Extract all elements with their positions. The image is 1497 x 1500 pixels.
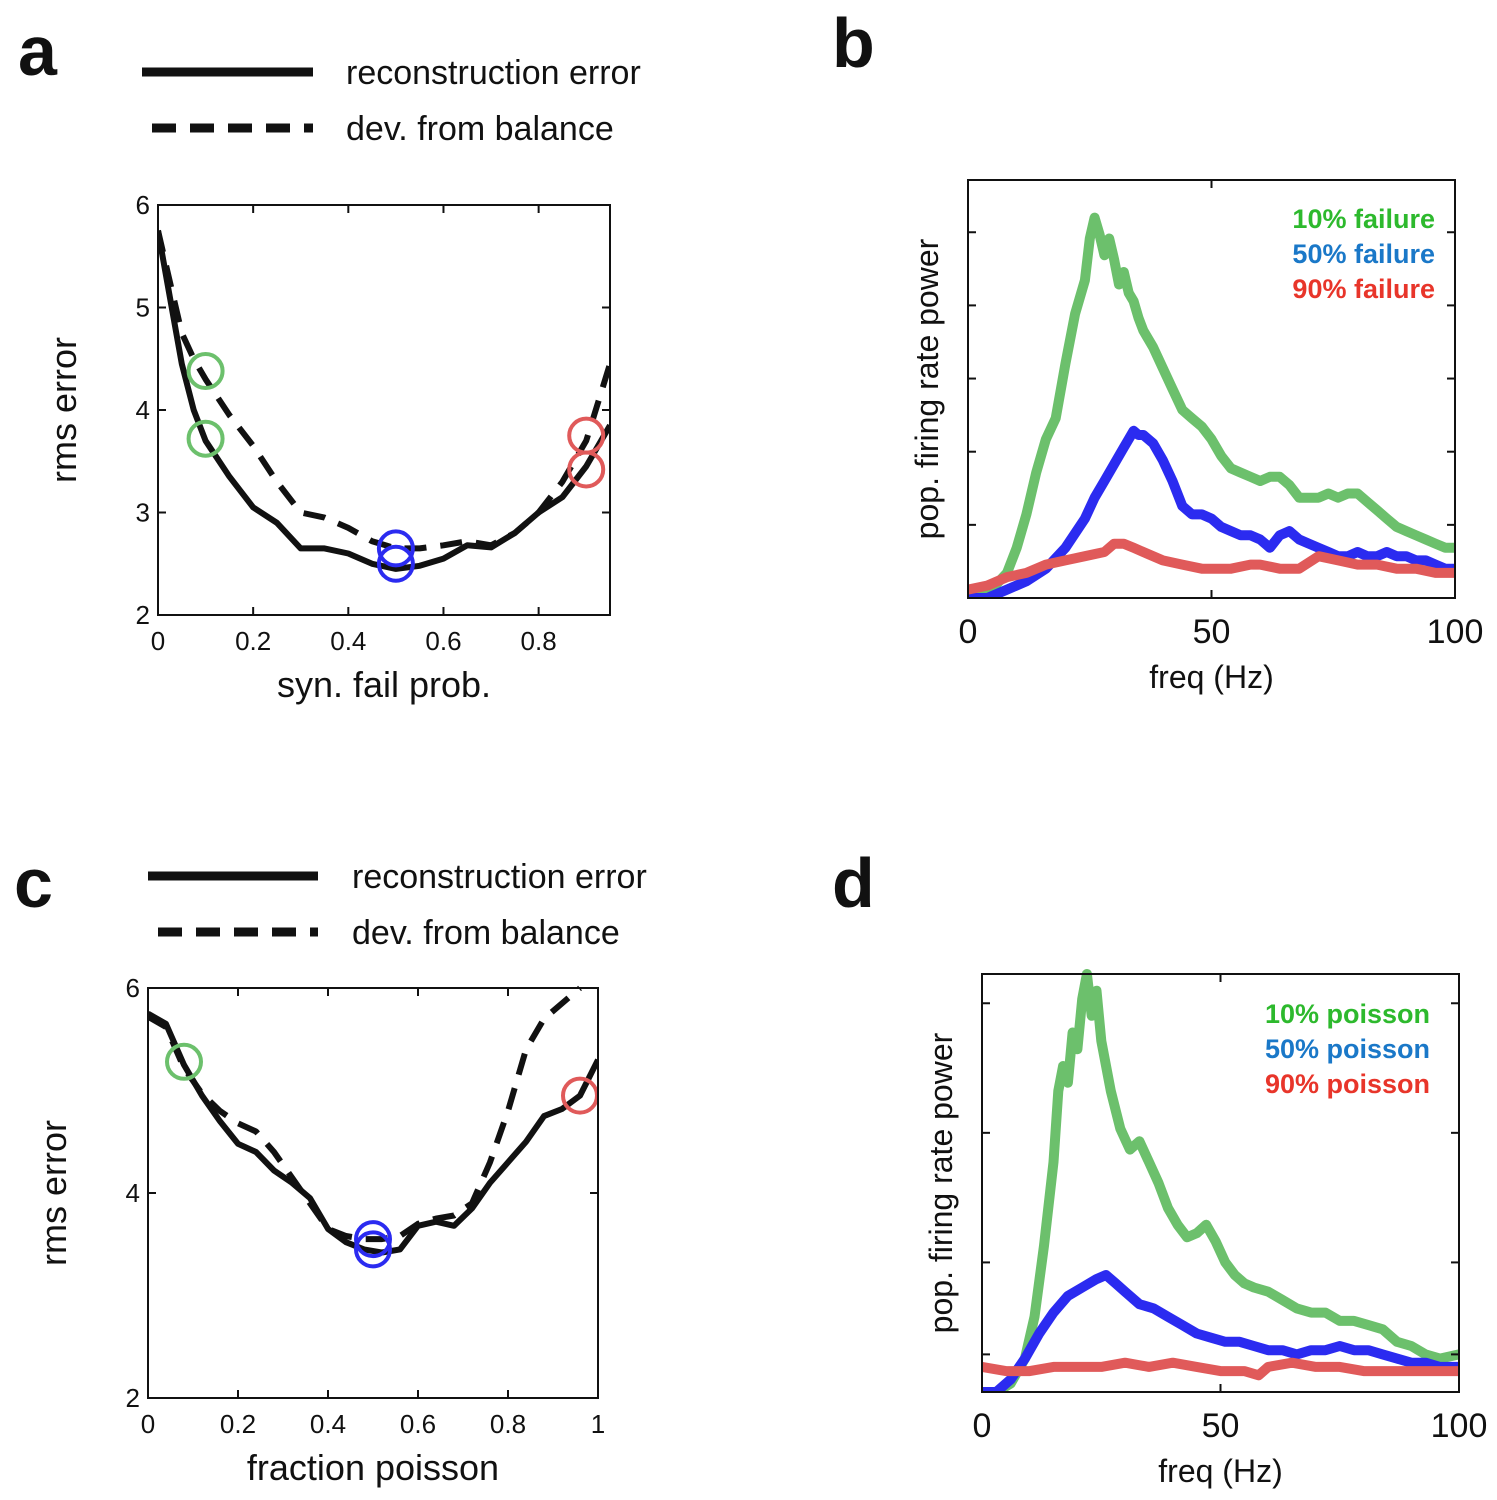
marker-circle-green: [186, 419, 225, 458]
series-line-10-poisson: [982, 969, 1459, 1392]
x-tick-label: 0.8: [521, 626, 557, 656]
panel-c: c 0 0.2 0.4 0.6 0.8 1 2 4 6 fraction poisson rms er…: [14, 844, 647, 1488]
plot-area: [148, 985, 598, 1256]
x-tick-label: 0: [151, 626, 165, 656]
series-line-50-failure: [968, 425, 1455, 598]
x-axis-label: freq (Hz): [1158, 1453, 1282, 1489]
x-tick-label: 0: [973, 1407, 992, 1445]
y-axis-label: pop. firing rate power: [923, 1032, 959, 1333]
y-tick-label: 6: [126, 973, 140, 1003]
plot-area: [968, 212, 1455, 598]
x-tick-label: 0: [141, 1409, 155, 1439]
series-line-50-poisson: [982, 1270, 1459, 1392]
y-tick-label: 4: [126, 1178, 140, 1208]
legend-label: reconstruction error: [352, 858, 647, 896]
panel-a: a 0 0.2 0.4 0.6 0.8 2 3 4 5 6 syn. fail prob. rms er…: [18, 12, 641, 705]
x-tick-label: 0.2: [235, 626, 271, 656]
y-tick-label: 5: [136, 293, 150, 323]
y-axis-label: rms error: [43, 337, 84, 483]
marker-circle-blue: [354, 1220, 392, 1259]
legend-label: 10% failure: [1292, 204, 1435, 234]
legend-label: dev. from balance: [346, 110, 614, 148]
panel-label-a: a: [18, 12, 58, 90]
x-axis-label: syn. fail prob.: [277, 664, 491, 705]
marker-circle-blue: [376, 529, 415, 568]
y-tick-label: 4: [136, 395, 150, 425]
marker-circle-green: [186, 352, 225, 391]
panel-b: b 0 50 100 freq (Hz) pop. firing rate power 10…: [832, 4, 1483, 695]
x-tick-label: 50: [1202, 1407, 1240, 1445]
x-axis-label: fraction poisson: [247, 1447, 499, 1488]
x-tick-label: 0.2: [220, 1409, 256, 1439]
series-line-90-failure: [968, 538, 1455, 595]
series-line-reconstruction-error: [148, 1010, 598, 1256]
panel-d: d 0 50 100 freq (Hz) pop. firing rate power 10…: [832, 844, 1487, 1489]
plot-area: [982, 969, 1459, 1392]
y-tick-label: 6: [136, 190, 150, 220]
x-axis-label: freq (Hz): [1149, 659, 1273, 695]
panel-label-b: b: [832, 4, 875, 82]
x-tick-label: 0.8: [490, 1409, 526, 1439]
series-line-dev-from-balance: [148, 985, 582, 1243]
x-tick-label: 1: [591, 1409, 605, 1439]
y-axis-label: pop. firing rate power: [909, 238, 945, 539]
y-axis-label: rms error: [33, 1120, 74, 1266]
x-tick-label: 0.6: [400, 1409, 436, 1439]
x-tick-label: 100: [1431, 1407, 1488, 1445]
series-line-dev-from-balance: [158, 229, 610, 552]
x-tick-label: 0.4: [310, 1409, 346, 1439]
legend-label: 50% poisson: [1265, 1034, 1430, 1064]
plot-area: [158, 229, 610, 572]
x-tick-label: 0.4: [330, 626, 366, 656]
series-line-10-failure: [968, 212, 1455, 598]
x-tick-label: 0.6: [425, 626, 461, 656]
x-tick-label: 100: [1427, 613, 1484, 651]
x-tick-label: 50: [1193, 613, 1231, 651]
legend-label: 90% poisson: [1265, 1069, 1430, 1099]
legend-label: 50% failure: [1292, 239, 1435, 269]
series-line-90-poisson: [982, 1357, 1459, 1381]
legend-label: 90% failure: [1292, 274, 1435, 304]
x-tick-label: 0: [959, 613, 978, 651]
panel-label-c: c: [14, 844, 53, 922]
marker-circle-blue: [376, 544, 415, 583]
y-tick-label: 2: [126, 1383, 140, 1413]
marker-circle-blue: [354, 1230, 392, 1269]
panel-label-d: d: [832, 844, 875, 922]
legend-label: 10% poisson: [1265, 999, 1430, 1029]
legend-label: dev. from balance: [352, 914, 620, 952]
y-tick-label: 2: [136, 600, 150, 630]
y-tick-label: 3: [136, 498, 150, 528]
marker-circle-red: [567, 450, 606, 489]
marker-circle-green: [165, 1042, 203, 1081]
legend-label: reconstruction error: [346, 54, 641, 92]
